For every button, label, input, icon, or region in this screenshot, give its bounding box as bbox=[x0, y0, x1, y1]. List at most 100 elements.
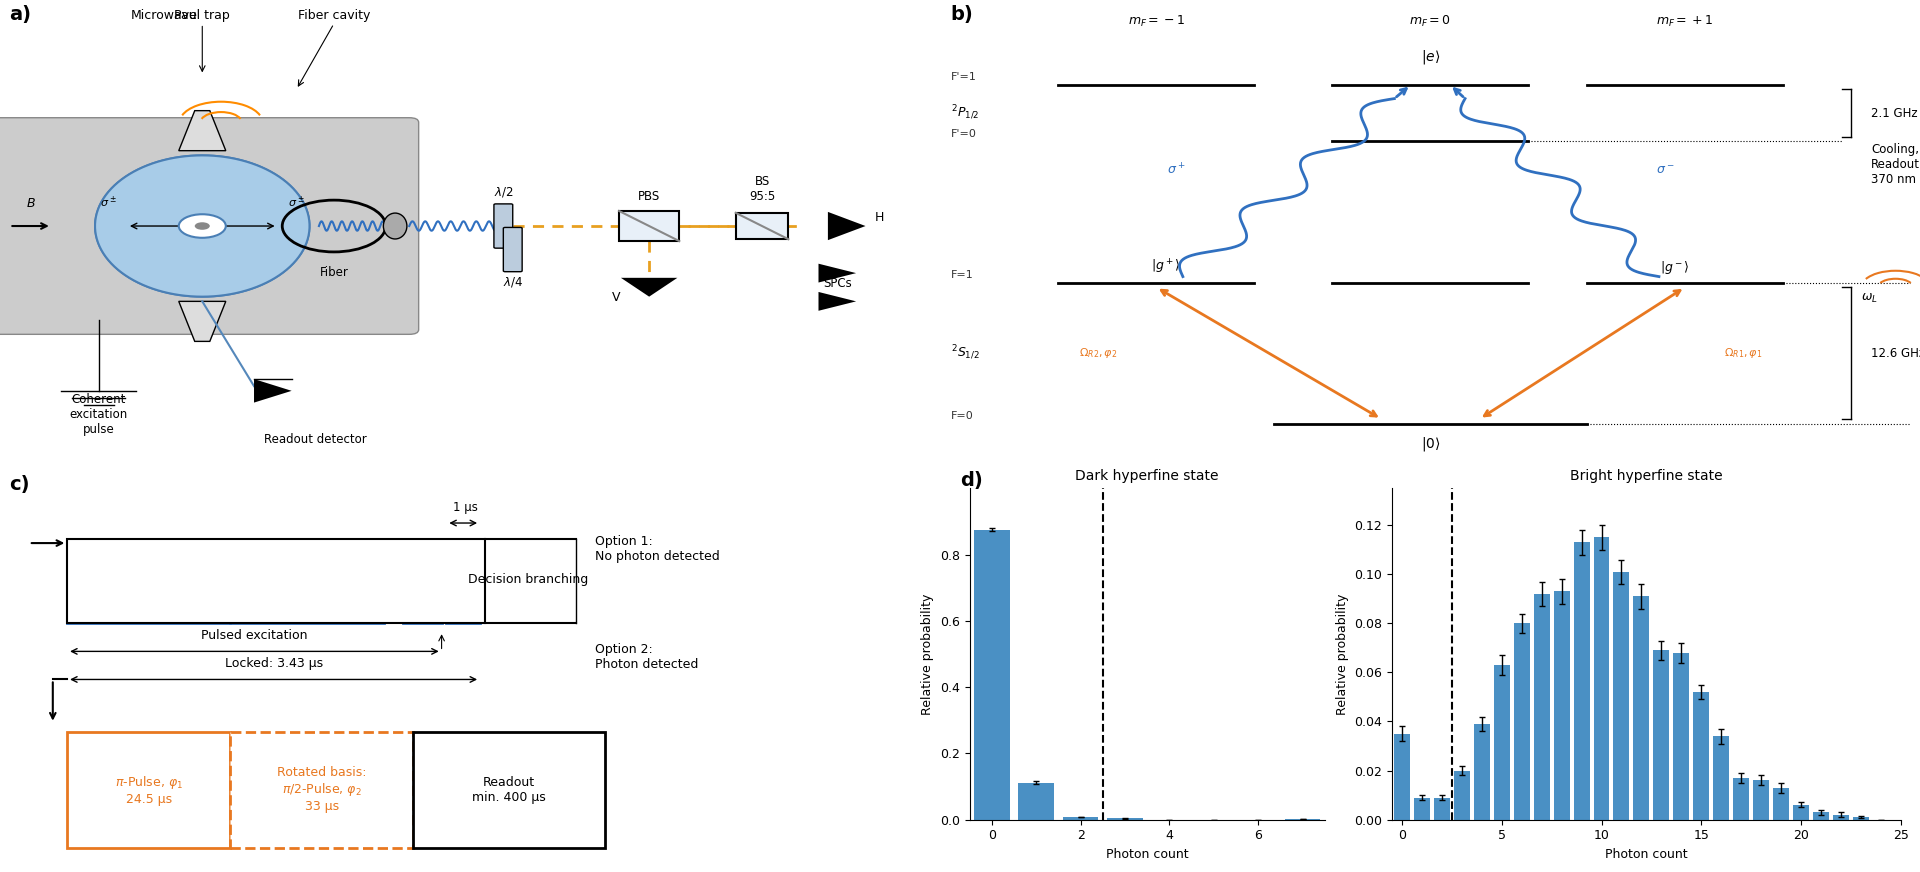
Bar bbox=[1613, 572, 1630, 820]
Bar bbox=[1553, 591, 1569, 820]
Bar bbox=[1475, 724, 1490, 820]
Text: PBS: PBS bbox=[637, 190, 660, 203]
Bar bbox=[1064, 817, 1098, 820]
Text: 2.1 GHz: 2.1 GHz bbox=[1870, 106, 1918, 119]
Ellipse shape bbox=[384, 213, 407, 239]
Text: F'=0: F'=0 bbox=[950, 129, 977, 139]
Text: F=1: F=1 bbox=[950, 270, 973, 280]
Bar bbox=[67, 543, 230, 623]
FancyBboxPatch shape bbox=[503, 228, 522, 272]
Bar bbox=[230, 543, 384, 623]
Text: $\sigma^\pm$: $\sigma^\pm$ bbox=[100, 195, 117, 210]
Text: $\sigma^+$: $\sigma^+$ bbox=[1167, 162, 1185, 177]
Polygon shape bbox=[828, 212, 866, 240]
Bar bbox=[1834, 814, 1849, 820]
Text: $|e\rangle$: $|e\rangle$ bbox=[1421, 48, 1440, 66]
Polygon shape bbox=[818, 292, 856, 310]
Bar bbox=[1108, 818, 1142, 820]
Text: $\sigma^\pm$: $\sigma^\pm$ bbox=[288, 195, 305, 210]
Bar bbox=[1634, 596, 1649, 820]
Bar bbox=[1713, 736, 1730, 820]
Bar bbox=[1793, 805, 1809, 820]
Bar bbox=[1413, 798, 1430, 820]
Text: Locked: 3.43 µs: Locked: 3.43 µs bbox=[225, 657, 323, 671]
Text: 1 µs: 1 µs bbox=[453, 501, 478, 514]
Text: H: H bbox=[876, 211, 885, 224]
X-axis label: Photon count: Photon count bbox=[1106, 848, 1188, 861]
Bar bbox=[1594, 537, 1609, 820]
Text: $^2P_{1/2}$: $^2P_{1/2}$ bbox=[950, 104, 979, 122]
Bar bbox=[1812, 813, 1830, 820]
Polygon shape bbox=[179, 302, 227, 341]
Title: Dark hyperfine state: Dark hyperfine state bbox=[1075, 469, 1219, 483]
Text: Fiber cavity: Fiber cavity bbox=[298, 10, 371, 23]
Polygon shape bbox=[620, 278, 678, 296]
Bar bbox=[230, 732, 413, 848]
Bar bbox=[1653, 651, 1668, 820]
Circle shape bbox=[194, 222, 209, 230]
Text: Microwave: Microwave bbox=[131, 10, 198, 23]
Bar bbox=[973, 529, 1010, 820]
Text: $|g^-\rangle$: $|g^-\rangle$ bbox=[1661, 259, 1690, 276]
Text: Rotated basis:
$\pi/2$-Pulse, $\varphi_2$
33 µs: Rotated basis: $\pi/2$-Pulse, $\varphi_2… bbox=[276, 766, 367, 814]
Bar bbox=[1734, 778, 1749, 820]
Text: B: B bbox=[27, 197, 35, 210]
Bar bbox=[1494, 665, 1509, 820]
Bar bbox=[67, 732, 230, 848]
Text: Readout detector: Readout detector bbox=[263, 433, 367, 446]
Text: F'=1: F'=1 bbox=[950, 72, 977, 83]
Bar bbox=[1753, 780, 1768, 820]
Bar bbox=[1693, 692, 1709, 820]
Bar bbox=[1018, 782, 1054, 820]
Y-axis label: Relative probability: Relative probability bbox=[922, 593, 935, 715]
Bar bbox=[1772, 787, 1789, 820]
Polygon shape bbox=[253, 379, 292, 403]
Text: $|0\rangle$: $|0\rangle$ bbox=[1421, 435, 1440, 453]
Text: $\Omega_{R1},\varphi_1$: $\Omega_{R1},\varphi_1$ bbox=[1724, 346, 1763, 360]
Bar bbox=[445, 543, 480, 623]
Text: $\pi$-Pulse, $\varphi_1$
24.5 µs: $\pi$-Pulse, $\varphi_1$ 24.5 µs bbox=[115, 773, 182, 806]
Text: d): d) bbox=[960, 471, 983, 490]
Text: Coherent
excitation
pulse: Coherent excitation pulse bbox=[69, 393, 129, 436]
Text: b): b) bbox=[950, 4, 973, 24]
Bar bbox=[1453, 771, 1471, 820]
FancyBboxPatch shape bbox=[493, 204, 513, 249]
X-axis label: Photon count: Photon count bbox=[1605, 848, 1688, 861]
Text: $m_F=0$: $m_F=0$ bbox=[1409, 14, 1452, 30]
Polygon shape bbox=[96, 155, 309, 296]
Text: $|g^+\rangle$: $|g^+\rangle$ bbox=[1152, 258, 1181, 276]
Text: BS
95:5: BS 95:5 bbox=[749, 175, 776, 203]
Bar bbox=[735, 213, 789, 239]
Text: Readout
min. 400 µs: Readout min. 400 µs bbox=[472, 776, 545, 804]
Bar bbox=[413, 732, 605, 848]
FancyBboxPatch shape bbox=[0, 118, 419, 334]
Text: $m_F=+1$: $m_F=+1$ bbox=[1657, 14, 1713, 30]
Bar bbox=[1394, 733, 1409, 820]
Y-axis label: Relative probability: Relative probability bbox=[1336, 593, 1348, 715]
Text: $\Omega_{R2},\varphi_2$: $\Omega_{R2},\varphi_2$ bbox=[1079, 346, 1117, 360]
Text: $\lambda/4$: $\lambda/4$ bbox=[503, 276, 522, 290]
Text: Fiber: Fiber bbox=[319, 266, 348, 279]
Text: $\sigma^-$: $\sigma^-$ bbox=[1655, 164, 1674, 177]
Text: $\lambda/2$: $\lambda/2$ bbox=[493, 185, 513, 199]
Text: Option 2:
Photon detected: Option 2: Photon detected bbox=[595, 644, 699, 671]
Text: SPCs: SPCs bbox=[824, 277, 852, 290]
Text: V: V bbox=[611, 291, 620, 304]
Text: Paul trap: Paul trap bbox=[175, 10, 230, 23]
Title: Bright hyperfine state: Bright hyperfine state bbox=[1571, 469, 1722, 483]
Bar bbox=[1674, 653, 1690, 820]
Text: F=0: F=0 bbox=[950, 412, 973, 421]
Text: Cooling,
Readout
370 nm: Cooling, Readout 370 nm bbox=[1870, 143, 1920, 187]
Text: c): c) bbox=[10, 475, 31, 494]
Bar bbox=[1574, 542, 1590, 820]
Bar bbox=[403, 543, 442, 623]
Text: $m_F=-1$: $m_F=-1$ bbox=[1127, 14, 1185, 30]
Text: $^2S_{1/2}$: $^2S_{1/2}$ bbox=[950, 344, 979, 362]
Text: a): a) bbox=[10, 4, 31, 24]
Bar bbox=[618, 211, 680, 241]
Bar bbox=[67, 539, 484, 623]
Polygon shape bbox=[96, 155, 309, 296]
Circle shape bbox=[179, 215, 227, 238]
Text: Cooling
10 µs: Cooling 10 µs bbox=[125, 569, 173, 597]
Bar bbox=[1853, 817, 1868, 820]
